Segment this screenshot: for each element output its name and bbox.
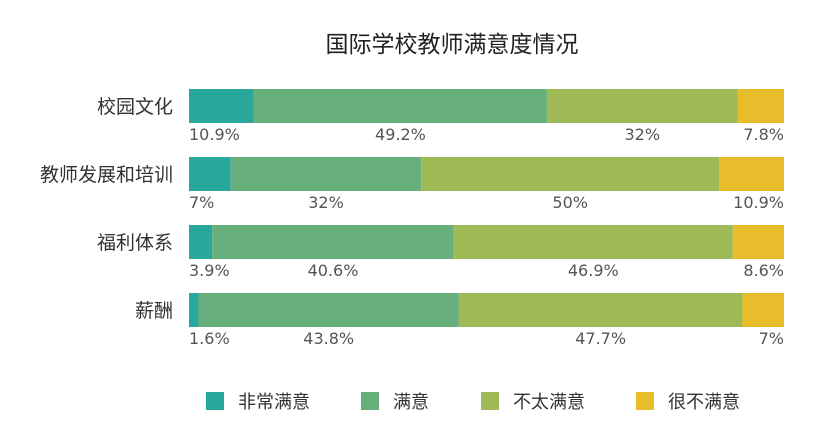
legend-swatch-2: [361, 392, 379, 410]
bar-segment-1-3: [546, 89, 738, 123]
legend-swatch-3: [481, 392, 499, 410]
legend: 非常满意 满意 不太满意 很不满意: [206, 392, 740, 413]
category-label-3: 福利体系: [97, 232, 173, 254]
data-label-4-3: 47.7%: [575, 329, 626, 348]
bar-segment-1-1: [189, 89, 254, 123]
bar-segment-4-4: [742, 293, 784, 327]
bar-segment-1-2: [253, 89, 547, 123]
legend-label-2: 满意: [393, 392, 429, 413]
data-label-2-1: 7%: [189, 193, 214, 212]
category-label-2: 教师发展和培训: [40, 164, 173, 186]
data-label-2-3: 50%: [552, 193, 588, 212]
data-label-3-1: 3.9%: [189, 261, 230, 280]
data-label-3-4: 8.6%: [743, 261, 784, 280]
bar-segment-4-1: [189, 293, 199, 327]
data-label-2-4: 10.9%: [733, 193, 784, 212]
data-label-3-3: 46.9%: [568, 261, 619, 280]
data-label-1-3: 32%: [624, 125, 660, 144]
bar-segment-3-3: [453, 225, 733, 259]
chart-title: 国际学校教师满意度情况: [326, 32, 579, 58]
data-label-4-4: 7%: [759, 329, 784, 348]
bar-segment-3-1: [189, 225, 213, 259]
data-label-4-2: 43.8%: [303, 329, 354, 348]
legend-label-1: 非常满意: [238, 392, 310, 413]
bars-layer: 校园文化 10.9% 49.2% 32% 7.8% 教师发展和培训 7% 32% 50% 10.9…: [40, 89, 784, 348]
data-label-2-2: 32%: [308, 193, 344, 212]
legend-label-3: 不太满意: [513, 392, 585, 413]
bar-segment-2-2: [230, 157, 422, 191]
data-label-1-1: 10.9%: [189, 125, 240, 144]
bar-segment-4-2: [198, 293, 459, 327]
bar-segment-2-1: [189, 157, 231, 191]
bar-segment-1-4: [737, 89, 784, 123]
category-label-4: 薪酬: [135, 300, 173, 322]
data-label-4-1: 1.6%: [189, 329, 230, 348]
data-label-1-4: 7.8%: [743, 125, 784, 144]
data-label-1-2: 49.2%: [375, 125, 426, 144]
bar-segment-2-3: [421, 157, 720, 191]
legend-label-4: 很不满意: [668, 392, 740, 413]
bar-segment-4-3: [458, 293, 743, 327]
legend-swatch-4: [636, 392, 654, 410]
bar-segment-2-4: [719, 157, 784, 191]
data-label-3-2: 40.6%: [308, 261, 359, 280]
bar-segment-3-2: [212, 225, 454, 259]
bar-segment-3-4: [732, 225, 784, 259]
legend-swatch-1: [206, 392, 224, 410]
category-label-1: 校园文化: [97, 96, 173, 118]
